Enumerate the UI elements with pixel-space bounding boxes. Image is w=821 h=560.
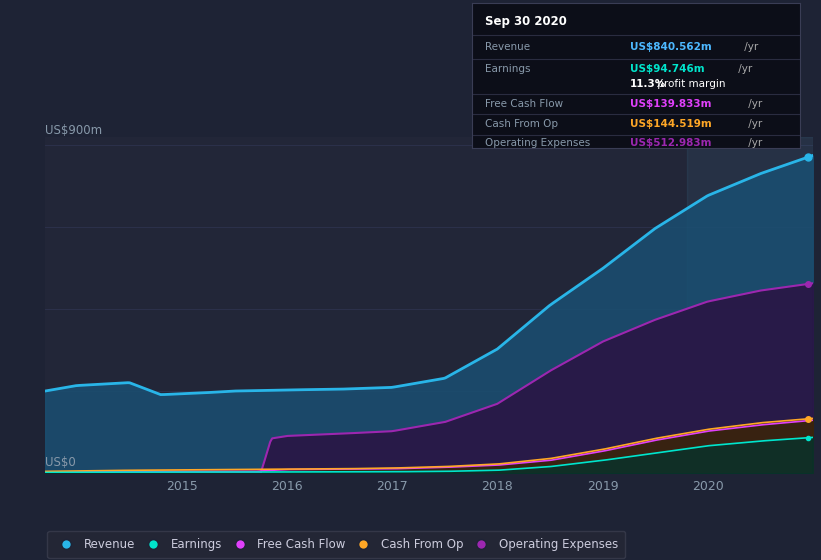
Text: Sep 30 2020: Sep 30 2020: [485, 15, 567, 27]
Text: Revenue: Revenue: [485, 42, 530, 52]
Text: US$0: US$0: [45, 456, 76, 469]
Legend: Revenue, Earnings, Free Cash Flow, Cash From Op, Operating Expenses: Revenue, Earnings, Free Cash Flow, Cash …: [48, 531, 626, 558]
Text: /yr: /yr: [735, 64, 752, 74]
Text: Operating Expenses: Operating Expenses: [485, 138, 590, 148]
Text: Cash From Op: Cash From Op: [485, 119, 558, 129]
Text: /yr: /yr: [745, 99, 762, 109]
Text: Free Cash Flow: Free Cash Flow: [485, 99, 563, 109]
Text: Earnings: Earnings: [485, 64, 530, 74]
Text: 11.3%: 11.3%: [630, 78, 666, 88]
Bar: [686, 137, 813, 473]
Text: US$94.746m: US$94.746m: [630, 64, 704, 74]
Text: /yr: /yr: [745, 138, 762, 148]
Text: profit margin: profit margin: [654, 78, 726, 88]
Text: /yr: /yr: [741, 42, 759, 52]
Text: US$900m: US$900m: [45, 124, 103, 137]
Text: US$512.983m: US$512.983m: [630, 138, 711, 148]
Text: US$139.833m: US$139.833m: [630, 99, 711, 109]
Text: US$144.519m: US$144.519m: [630, 119, 712, 129]
Text: /yr: /yr: [745, 119, 762, 129]
Text: US$840.562m: US$840.562m: [630, 42, 712, 52]
